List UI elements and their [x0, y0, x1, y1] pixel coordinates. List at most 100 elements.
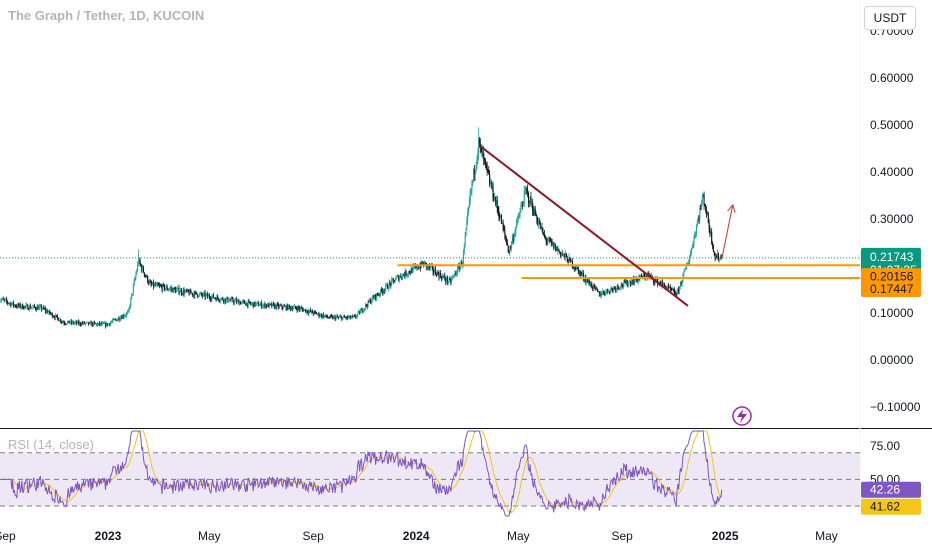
candle-body — [457, 266, 459, 274]
candle-body — [446, 277, 448, 283]
candle-body — [565, 253, 567, 258]
candle-body — [61, 321, 64, 323]
candle-body — [164, 284, 166, 290]
forecast-arrow[interactable] — [721, 204, 734, 260]
candle-body — [504, 229, 506, 235]
candle-body — [114, 319, 116, 321]
candle-body — [552, 243, 554, 244]
candle-body — [679, 282, 682, 287]
candle-body — [360, 308, 362, 311]
candle-body — [421, 261, 423, 265]
candle-body — [197, 296, 199, 298]
candle-body — [337, 317, 340, 319]
candle-body — [274, 304, 276, 309]
candle-body — [178, 287, 180, 294]
candle-body — [549, 238, 551, 240]
candle-body — [379, 294, 381, 295]
candle-body — [287, 304, 289, 310]
candle-body — [400, 275, 402, 278]
candle-body — [413, 266, 415, 268]
candle-body — [470, 190, 472, 192]
candle-body — [117, 317, 119, 320]
candle-body — [678, 289, 680, 292]
candle-body — [229, 300, 232, 302]
candle-body — [598, 291, 600, 296]
candle-body — [479, 143, 481, 147]
candle-body — [343, 316, 345, 318]
candle-body — [569, 257, 571, 259]
candle-body — [336, 316, 338, 318]
candle-body — [538, 222, 541, 224]
candle-body — [72, 321, 74, 324]
candle-body — [666, 287, 668, 289]
candle-body — [628, 281, 630, 285]
trendline[interactable] — [479, 145, 689, 307]
candle-body — [260, 302, 262, 305]
candle-body — [230, 298, 232, 301]
candle-body — [489, 174, 491, 184]
candle-body — [229, 300, 231, 302]
candle-body — [80, 324, 82, 326]
candle-body — [458, 265, 460, 270]
candle-body — [207, 295, 210, 297]
candle-body — [12, 302, 15, 306]
candle-body — [505, 238, 508, 243]
candle-body — [582, 272, 584, 279]
candle-body — [52, 316, 54, 318]
candle-body — [644, 275, 646, 279]
candle-body — [702, 193, 704, 196]
candle-body — [546, 241, 548, 242]
candle-body — [405, 270, 407, 276]
candle-body — [0, 300, 2, 302]
flash-icon-bolt — [737, 409, 747, 423]
candle-body — [213, 294, 215, 299]
candle-body — [513, 234, 515, 241]
candle-body — [50, 313, 52, 315]
candle-body — [456, 273, 458, 275]
time-axis-tick: Sep — [0, 529, 16, 543]
candle-body — [432, 266, 434, 272]
candle-body — [71, 321, 73, 324]
candle-body — [238, 300, 240, 305]
candle-body — [429, 265, 431, 268]
time-axis-tick: Sep — [611, 529, 633, 543]
candle-body — [559, 251, 561, 253]
candle-body — [167, 289, 169, 291]
candle-body — [83, 321, 85, 324]
candle-body — [35, 309, 37, 310]
candle-body — [264, 303, 266, 308]
candle-body — [245, 303, 248, 306]
candle-body — [324, 315, 326, 317]
candle-body — [477, 152, 479, 160]
candle-body — [138, 259, 140, 264]
candle-body — [503, 227, 505, 230]
candle-body — [272, 303, 274, 307]
candle-body — [75, 321, 77, 323]
candle-body — [459, 265, 461, 270]
candle-body — [136, 270, 138, 274]
candle-body — [354, 316, 356, 317]
candle-body — [132, 285, 134, 294]
candle-body — [464, 236, 466, 246]
candle-body — [175, 288, 177, 293]
candle-body — [484, 160, 486, 163]
time-axis-tick: May — [507, 529, 530, 543]
candle-body — [96, 323, 98, 326]
candle-body — [511, 237, 514, 243]
candle-body — [462, 251, 465, 264]
candle-body — [681, 281, 683, 284]
candle-body — [362, 311, 364, 312]
candle-body — [212, 294, 214, 297]
candle-body — [122, 315, 124, 318]
candle-body — [173, 287, 175, 293]
candle-body — [39, 306, 41, 308]
candle-body — [518, 215, 520, 218]
candle-body — [64, 323, 66, 325]
time-axis-tick: Sep — [302, 529, 324, 543]
candle-body — [677, 289, 679, 292]
currency-button[interactable]: USDT — [864, 6, 916, 30]
candle-body — [656, 278, 658, 280]
candle-body — [224, 298, 226, 302]
